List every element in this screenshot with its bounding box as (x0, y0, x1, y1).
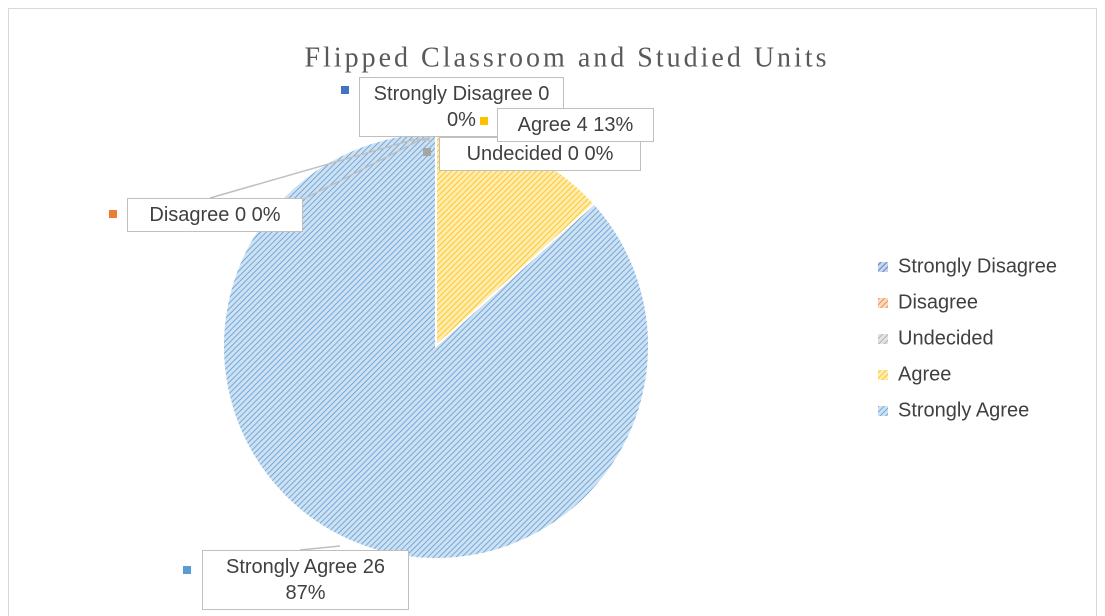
leader-line (301, 139, 430, 201)
data-label-category: Strongly Disagree (373, 83, 533, 105)
data-label-value: 0 0% (235, 204, 281, 226)
data-label-marker (183, 566, 191, 574)
legend-swatch (878, 406, 888, 416)
pie (222, 131, 650, 560)
leader-lines (209, 137, 431, 551)
legend: Strongly Disagree Disagree Undecided Agree S… (878, 255, 1057, 421)
data-label-marker (341, 86, 349, 94)
legend-swatch (878, 334, 888, 344)
chart-title: Flipped Classroom and Studied Units (305, 42, 830, 73)
legend-label: Strongly Disagree (898, 255, 1057, 277)
data-label-value: 0 0% (567, 143, 614, 165)
data-label-value: 4 13% (576, 114, 634, 136)
data-label-category: Agree (517, 114, 572, 136)
legend-swatch (878, 262, 888, 272)
data-label: Strongly Agree 26 87% (202, 550, 409, 610)
legend-label: Disagree (898, 291, 978, 313)
leader-line (299, 545, 341, 551)
data-label: Undecided 0 0% (439, 137, 641, 171)
legend-label: Undecided (898, 327, 994, 349)
chart-frame (8, 8, 1097, 616)
legend-label: Strongly Agree (898, 399, 1029, 421)
data-label-value: 26 87% (285, 556, 385, 604)
data-label-marker (423, 148, 431, 156)
legend-swatch (878, 370, 888, 380)
data-label-marker (109, 210, 117, 218)
data-label-category: Undecided (466, 143, 563, 165)
leader-line (209, 137, 431, 199)
data-label: Agree 4 13% (497, 108, 654, 142)
data-label-category: Disagree (149, 204, 230, 226)
data-label-marker (480, 117, 488, 125)
legend-swatch (878, 298, 888, 308)
data-label-category: Strongly Agree (225, 556, 358, 578)
legend-label: Agree (898, 363, 951, 385)
data-label: Disagree 0 0% (127, 198, 303, 232)
data-label-value: 0 0% (447, 83, 550, 131)
